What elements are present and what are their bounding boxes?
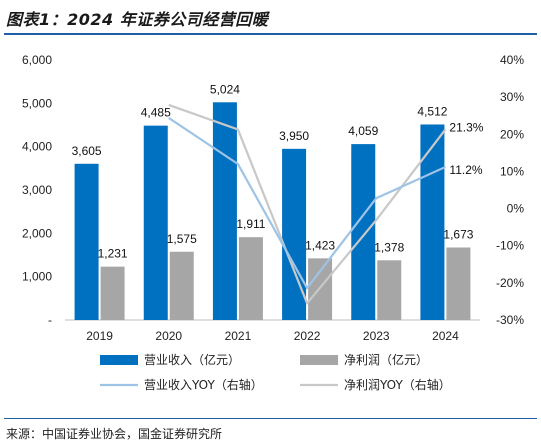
revenue-bar — [351, 144, 376, 320]
left-tick-label: 1,000 — [22, 270, 52, 284]
right-tick-label: -10% — [496, 239, 524, 253]
revenue-yoy-end-label: 11.2% — [449, 163, 482, 177]
left-tick-label: 3,000 — [22, 183, 52, 197]
revenue-data-label: 4,485 — [141, 106, 171, 120]
left-tick-label: - — [48, 313, 52, 327]
profit-bar — [446, 247, 471, 320]
profit-data-label: 1,911 — [236, 217, 265, 231]
title-rule — [4, 33, 537, 35]
source-note: 来源：中国证券业协会，国金证券研究所 — [6, 427, 223, 441]
source-rule — [4, 418, 537, 419]
left-tick-label: 2,000 — [22, 226, 52, 240]
right-tick-label: -30% — [496, 313, 524, 327]
yoy-lines — [168, 103, 447, 305]
profit-bar — [377, 260, 402, 320]
profit-data-label: 1,231 — [98, 247, 128, 261]
x-tick-label: 2023 — [363, 329, 390, 343]
revenue-data-label: 3,605 — [72, 144, 102, 158]
revenue-data-label: 3,950 — [279, 129, 309, 143]
x-tick-label: 2024 — [432, 329, 459, 343]
profit-data-label: 1,423 — [305, 238, 335, 252]
revenue-bar — [212, 102, 237, 320]
legend-revenue-swatch — [100, 355, 138, 365]
left-tick-label: 4,000 — [22, 140, 52, 154]
legend: 营业收入（亿元） 净利润（亿元） 营业收入YOY（右轴） 净利润YOY（右轴） — [100, 352, 451, 392]
right-tick-label: 10% — [500, 164, 524, 178]
legend-revenue-label: 营业收入（亿元） — [144, 352, 240, 367]
profit-data-label: 1,673 — [443, 228, 473, 242]
revenue-data-label: 5,024 — [210, 82, 240, 96]
axes: - 1,000 2,000 3,000 4,000 5,000 6,000 -30% -20% -… — [22, 53, 524, 343]
revenue-bar — [420, 124, 445, 320]
legend-profit-swatch — [300, 355, 338, 365]
right-tick-label: 0% — [507, 202, 525, 216]
legend-profit-yoy-label: 净利润YOY（右轴） — [344, 377, 451, 392]
bars — [74, 102, 471, 321]
x-tick-label: 2020 — [155, 329, 182, 343]
data-labels: 3,605 1,231 4,485 1,575 5,024 1,911 3,950 1,423… — [72, 82, 484, 260]
revenue-data-label: 4,059 — [348, 124, 378, 138]
profit-bar — [238, 237, 263, 320]
revenue-data-label: 4,512 — [417, 104, 447, 118]
right-tick-label: -20% — [496, 276, 524, 290]
right-tick-label: 20% — [500, 127, 524, 141]
chart-title: 图表1：2024 年证券公司经营回暖 — [6, 10, 269, 29]
legend-profit-label: 净利润（亿元） — [344, 352, 428, 367]
profit-yoy-line — [168, 103, 447, 305]
profit-data-label: 1,378 — [374, 240, 404, 254]
profit-bar — [169, 251, 194, 320]
right-tick-label: 40% — [500, 53, 524, 67]
profit-yoy-end-label: 21.3% — [449, 120, 483, 134]
x-tick-label: 2022 — [294, 329, 321, 343]
left-tick-label: 6,000 — [22, 53, 52, 67]
revenue-bar — [74, 163, 99, 320]
legend-revenue-yoy-label: 营业收入YOY（右轴） — [144, 377, 263, 392]
profit-bar — [100, 266, 125, 320]
x-tick-label: 2021 — [225, 329, 252, 343]
left-tick-label: 5,000 — [22, 96, 52, 110]
right-tick-label: 30% — [500, 90, 524, 104]
profit-data-label: 1,575 — [167, 232, 197, 246]
revenue-bar — [143, 125, 168, 321]
x-tick-label: 2019 — [86, 329, 113, 343]
revenue-yoy-line — [168, 117, 446, 290]
